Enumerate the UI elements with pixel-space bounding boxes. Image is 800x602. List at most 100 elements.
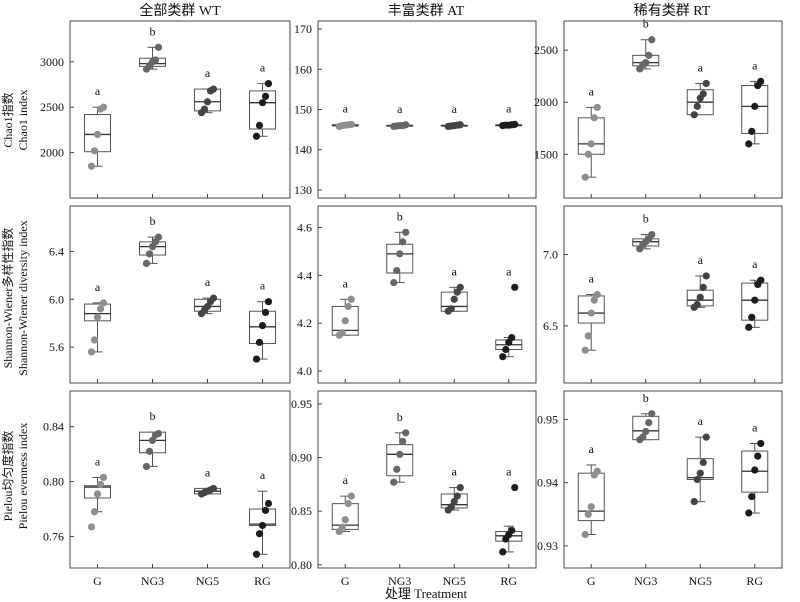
significance-letter: a: [205, 465, 211, 479]
data-point: [502, 345, 510, 354]
data-point: [447, 503, 455, 511]
data-point: [90, 336, 99, 344]
data-point: [511, 483, 519, 492]
data-point: [581, 346, 589, 354]
data-point: [338, 329, 346, 337]
data-point: [699, 458, 707, 467]
significance-letter: b: [150, 24, 156, 38]
significance-letter: a: [698, 414, 704, 428]
data-point: [639, 433, 647, 441]
data-point: [745, 509, 753, 517]
data-point: [587, 140, 595, 148]
x-tick-label: G: [587, 574, 596, 588]
significance-letter: a: [752, 257, 758, 271]
data-point: [702, 79, 710, 88]
data-point: [648, 36, 656, 44]
data-point: [203, 98, 212, 106]
data-point: [90, 508, 99, 516]
data-point: [499, 548, 507, 556]
significance-letter: a: [95, 454, 101, 468]
y-tick-label: 0.95: [291, 397, 312, 411]
significance-letter: a: [506, 264, 512, 278]
data-point: [142, 462, 151, 471]
row-label-chao1-en: Chao1 index: [16, 90, 30, 151]
data-point: [751, 466, 759, 474]
panel-frame: [69, 205, 291, 384]
significance-letter: a: [343, 473, 349, 487]
significance-letter: a: [589, 442, 595, 456]
y-tick-label: 4.4: [297, 268, 312, 282]
data-point: [593, 290, 601, 299]
data-point: [261, 506, 270, 514]
data-point: [252, 132, 261, 140]
row-label-pielou-en: Pielou evenness index: [16, 423, 30, 530]
significance-letter: a: [589, 84, 595, 98]
data-point: [255, 121, 264, 129]
data-point: [584, 332, 592, 340]
data-point: [341, 516, 349, 524]
y-tick-label: 0.90: [291, 451, 312, 465]
significance-letter: a: [260, 279, 266, 293]
data-point: [154, 43, 163, 51]
significance-letter: a: [506, 101, 512, 115]
row-label-shannon-en: Shannon-Wiener diversity index: [16, 220, 30, 375]
panel-wt-shannon: 5.6 6.0 6.4 a b a a: [49, 205, 291, 384]
y-tick-label: 1500: [534, 147, 558, 161]
y-tick-label: 130: [294, 183, 312, 197]
data-point: [593, 103, 601, 112]
significance-letter: a: [343, 276, 349, 290]
y-tick-label: 7.0: [543, 248, 558, 262]
data-point: [587, 309, 595, 317]
x-tick-label: NG3: [141, 574, 164, 588]
panel-wt-pielou: 0.76 0.80 0.84 Ga NG3 b NG5 a RG a: [43, 390, 291, 588]
data-point: [748, 127, 756, 135]
data-point: [447, 305, 455, 313]
data-point: [255, 338, 264, 346]
y-tick-label: 2000: [534, 95, 558, 109]
data-point: [252, 355, 261, 363]
y-tick-label: 4.2: [297, 316, 312, 330]
data-point: [645, 51, 653, 59]
data-point: [699, 283, 707, 291]
panel-rt-chao1: 1500 2000 2500 a b a a: [534, 17, 783, 199]
data-point: [745, 140, 753, 148]
significance-letter: a: [260, 61, 266, 75]
data-point: [642, 59, 650, 67]
data-point: [148, 436, 157, 444]
data-point: [93, 130, 102, 139]
data-point: [590, 114, 598, 122]
data-point: [590, 296, 598, 304]
panel-at-chao1: 130 140 150 160 170 a a a a: [294, 20, 537, 199]
data-point: [200, 105, 209, 113]
data-point: [745, 323, 753, 331]
data-point: [393, 266, 401, 275]
data-point: [757, 439, 765, 448]
data-point: [508, 526, 516, 535]
data-point: [93, 313, 102, 321]
y-tick-label: 2000: [40, 146, 64, 160]
x-tick-label: G: [341, 574, 350, 588]
y-tick-label: 2500: [534, 43, 558, 57]
data-point: [344, 302, 352, 311]
significance-letter: a: [397, 102, 403, 116]
column-title-at: 丰富类群 AT: [388, 2, 465, 19]
data-point: [396, 450, 404, 458]
data-point: [453, 492, 461, 500]
data-point: [87, 162, 96, 170]
data-point: [99, 103, 108, 111]
row-labels: Chao1指数 Chao1 index Shannon-Wiener多样性指数 …: [0, 90, 30, 530]
data-point: [696, 469, 704, 477]
data-point: [584, 510, 592, 518]
data-point: [93, 490, 102, 498]
data-point: [87, 523, 96, 531]
data-point: [338, 523, 346, 531]
significance-letter: a: [698, 60, 704, 74]
data-point: [693, 300, 701, 309]
data-point: [757, 276, 765, 284]
x-tick-label: NG5: [196, 574, 219, 588]
significance-letter: a: [205, 275, 211, 289]
data-point: [508, 333, 516, 342]
significance-letter: a: [205, 66, 211, 80]
data-point: [587, 503, 595, 511]
panels: 2000 2500 3000 a b a a 130 140 150 160 170 a a a a 1500 2…: [40, 17, 783, 588]
